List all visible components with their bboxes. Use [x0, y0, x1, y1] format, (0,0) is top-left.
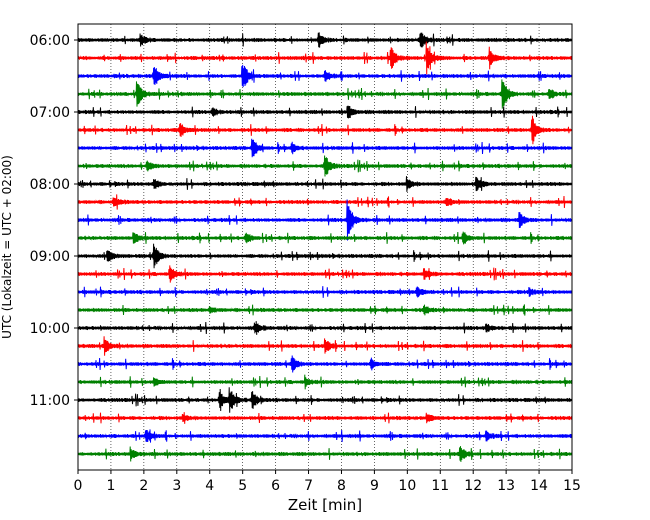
x-tick-label: 2: [139, 478, 148, 494]
y-tick-label: 08:00: [30, 177, 70, 193]
y-axis-ticks: 06:00 07:00 08:00 09:00 10:00 11:00: [30, 33, 78, 409]
x-tick-label: 7: [304, 478, 313, 494]
y-tick-label: 06:00: [30, 33, 70, 49]
x-tick-label: 12: [464, 478, 482, 494]
x-tick-label: 3: [172, 478, 181, 494]
y-tick-label: 09:00: [30, 249, 70, 265]
vertical-grid: [110, 24, 540, 470]
x-tick-label: 6: [271, 478, 280, 494]
x-tick-label: 11: [431, 478, 449, 494]
x-tick-label: 14: [530, 478, 548, 494]
x-tick-label: 5: [238, 478, 247, 494]
x-tick-label: 4: [205, 478, 214, 494]
x-tick-label: 10: [398, 478, 416, 494]
trace-group: [77, 32, 573, 462]
y-tick-label: 10:00: [30, 321, 70, 337]
x-tick-label: 15: [563, 478, 581, 494]
x-tick-label: 1: [106, 478, 115, 494]
y-tick-label: 11:00: [30, 393, 70, 409]
x-tick-label: 8: [337, 478, 346, 494]
y-tick-label: 07:00: [30, 105, 70, 121]
x-tick-label: 13: [497, 478, 515, 494]
x-tick-label: 0: [74, 478, 83, 494]
x-tick-label: 9: [370, 478, 379, 494]
plot-frame: [77, 23, 573, 471]
y-axis-label: UTC (Lokalzeit = UTC + 02:00): [0, 155, 14, 339]
x-axis-label: Zeit [min]: [288, 496, 362, 514]
x-axis-ticks: 0 1 2 3 4 5 6 7 8 9 10 11 12 13 14 15: [74, 470, 581, 494]
